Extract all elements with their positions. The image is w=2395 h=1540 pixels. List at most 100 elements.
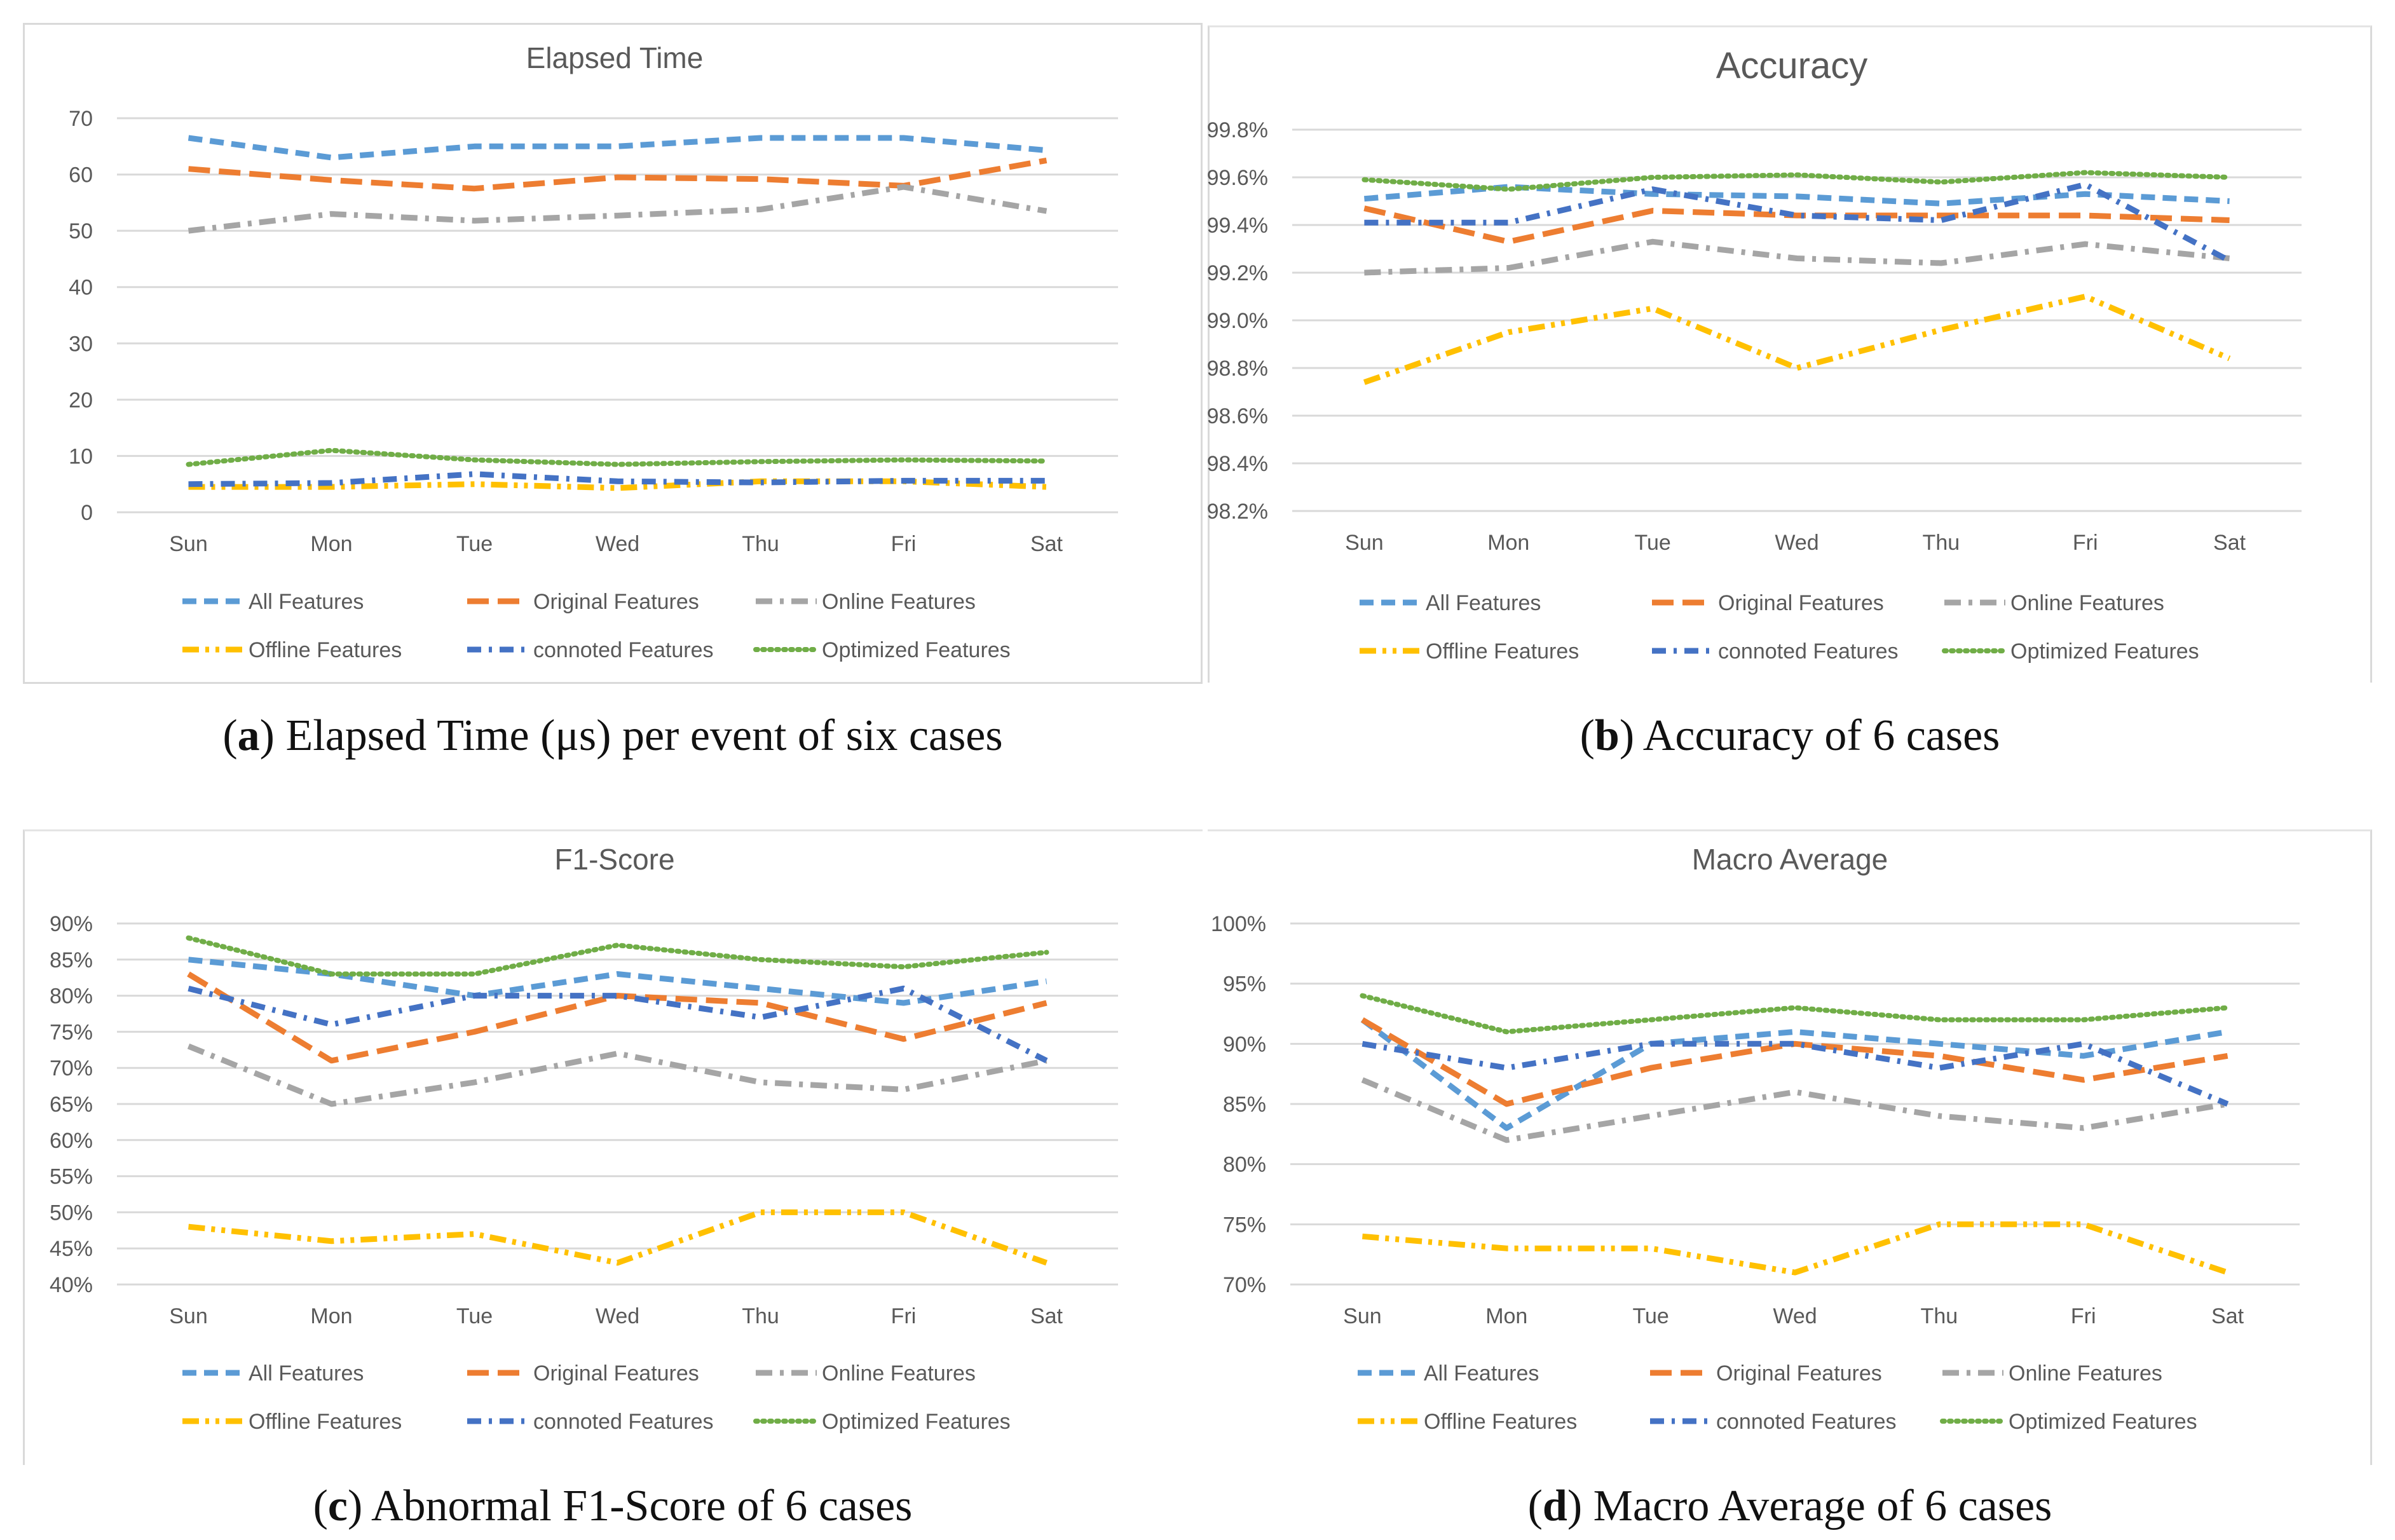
x-tick-label: Tue: [1632, 1304, 1668, 1328]
legend-label: Online Features: [2010, 591, 2164, 615]
y-tick-label: 80%: [1223, 1153, 1266, 1177]
series-line-all-features: [1364, 184, 2230, 207]
legend-label: Original Features: [1716, 1361, 1882, 1386]
x-tick-label: Sun: [1343, 1304, 1382, 1328]
chart-panel-accuracy: Accuracy 98.2% 98.4% 98.6% 98.8% 99.0% 99.2% 99…: [1207, 25, 2372, 683]
x-tick-label: Fri: [891, 1304, 917, 1328]
series-line-connoted-features: [188, 985, 1048, 1063]
legend-label: Original Features: [533, 1361, 699, 1386]
legend-label: All Features: [249, 1361, 364, 1386]
x-tick-label: Tue: [456, 532, 493, 556]
caption-letter: b: [1594, 711, 1620, 760]
x-tick-label: Thu: [742, 532, 779, 556]
legend-label: Optimized Features: [822, 1410, 1011, 1434]
x-tick-label: Wed: [1775, 531, 1818, 555]
legend-label: connoted Features: [1718, 639, 1899, 664]
series-line-optimized-features: [1360, 993, 2230, 1035]
x-tick-label: Mon: [1485, 1304, 1527, 1328]
x-tick-label: Fri: [2071, 1304, 2096, 1328]
y-tick-label: 98.4%: [1207, 452, 1268, 476]
legend-label: connoted Features: [533, 638, 714, 662]
y-tick-label: 99.4%: [1207, 214, 1268, 238]
legend-label: connoted Features: [1716, 1410, 1897, 1434]
x-tick-label: Sat: [2213, 531, 2246, 555]
y-tick-label: 85%: [50, 948, 93, 972]
caption-c: (c) Abnormal F1-Score of 6 cases: [313, 1482, 913, 1530]
x-tick-label: Fri: [2073, 531, 2098, 555]
x-tick-label: Sat: [1030, 1304, 1063, 1328]
legend-label: Offline Features: [1426, 639, 1579, 664]
y-tick-label: 99.8%: [1207, 118, 1268, 142]
y-tick-label: 95%: [1223, 972, 1266, 997]
legend-label: Online Features: [822, 1361, 976, 1386]
y-tick-label: 98.6%: [1207, 404, 1268, 428]
y-tick-label: 85%: [1223, 1093, 1266, 1117]
y-tick-label: 60%: [50, 1129, 93, 1153]
y-tick-label: 40%: [50, 1273, 93, 1297]
y-tick-label: 30: [69, 332, 93, 356]
legend-label: All Features: [1424, 1361, 1539, 1386]
x-tick-label: Fri: [891, 532, 917, 556]
legend-label: Optimized Features: [822, 638, 1011, 662]
series-line-offline-features: [1362, 1221, 2229, 1276]
caption-letter: d: [1542, 1482, 1567, 1530]
legend-label: Offline Features: [249, 638, 402, 662]
series-line-online-features: [187, 1043, 1047, 1107]
series-line-original-features: [1361, 1017, 2228, 1107]
y-tick-label: 50: [69, 219, 93, 243]
series-line-online-features: [1361, 1077, 2228, 1143]
series-line-all-features: [188, 135, 1047, 161]
x-tick-label: Sun: [169, 532, 208, 556]
x-tick-label: Sun: [169, 1304, 208, 1328]
series-line-online-features: [188, 184, 1047, 234]
chart-title: Elapsed Time: [526, 41, 704, 74]
chart-svg-elapsed-time: Elapsed Time 0 10 20 30 40 50 60 70 Sun Mon Tue Wed T…: [69, 41, 1118, 662]
x-tick-label: Mon: [1487, 531, 1529, 555]
y-tick-label: 0: [81, 501, 93, 525]
legend-label: Online Features: [2009, 1361, 2162, 1386]
y-tick-label: 99.6%: [1207, 166, 1268, 190]
y-tick-label: 60: [69, 163, 93, 187]
series-line-online-features: [1364, 238, 2230, 276]
x-tick-label: Sat: [2211, 1304, 2244, 1328]
y-tick-label: 45%: [50, 1237, 93, 1261]
legend-label: connoted Features: [533, 1410, 714, 1434]
y-tick-label: 98.2%: [1207, 500, 1268, 524]
y-tick-label: 90%: [50, 912, 93, 936]
series-line-optimized-features: [186, 447, 1049, 467]
legend-label: Original Features: [1718, 591, 1884, 615]
caption-letter: c: [327, 1482, 348, 1530]
x-tick-label: Sun: [1345, 531, 1384, 555]
chart-title: Accuracy: [1716, 45, 1868, 86]
y-tick-label: 65%: [50, 1093, 93, 1117]
series-line-all-features: [188, 957, 1047, 1006]
legend-label: Offline Features: [249, 1410, 402, 1434]
x-tick-label: Wed: [596, 1304, 639, 1328]
y-tick-label: 70: [69, 107, 93, 131]
legend-label: Optimized Features: [2010, 639, 2199, 664]
caption-text: Abnormal F1-Score of 6 cases: [371, 1482, 913, 1530]
y-tick-label: 99.2%: [1207, 261, 1268, 285]
series-line-original-features: [187, 971, 1047, 1064]
y-tick-label: 55%: [50, 1165, 93, 1189]
caption-text: Accuracy of 6 cases: [1642, 711, 2000, 760]
legend-label: Online Features: [822, 590, 976, 614]
chart-title: Macro Average: [1692, 843, 1888, 876]
caption-a: (a) Elapsed Time (μs) per event of six c…: [222, 711, 1003, 760]
y-tick-label: 99.0%: [1207, 309, 1268, 333]
x-tick-label: Mon: [310, 1304, 352, 1328]
x-tick-label: Sat: [1030, 532, 1063, 556]
chart-svg-accuracy: Accuracy 98.2% 98.4% 98.6% 98.8% 99.0% 99.2% 99…: [1207, 45, 2302, 664]
legend-label: All Features: [249, 590, 364, 614]
series-line-connoted-features: [188, 471, 1047, 487]
chart-panel-f1-score: F1-Score 40% 45% 50% 55% 60% 65% 70% 75% 80% 85% 90…: [23, 829, 1203, 1465]
caption-letter: a: [237, 711, 260, 760]
chart-svg-macro-average: Macro Average 70% 75% 80% 85% 90% 95% 100% Sun Mo…: [1211, 843, 2300, 1434]
y-tick-label: 98.8%: [1207, 357, 1268, 381]
series-line-connoted-features: [1361, 1040, 2229, 1107]
y-tick-label: 75%: [50, 1020, 93, 1044]
y-tick-label: 50%: [50, 1201, 93, 1225]
series-line-offline-features: [1363, 294, 2231, 385]
x-tick-label: Thu: [1923, 531, 1960, 555]
y-tick-label: 70%: [50, 1056, 93, 1080]
